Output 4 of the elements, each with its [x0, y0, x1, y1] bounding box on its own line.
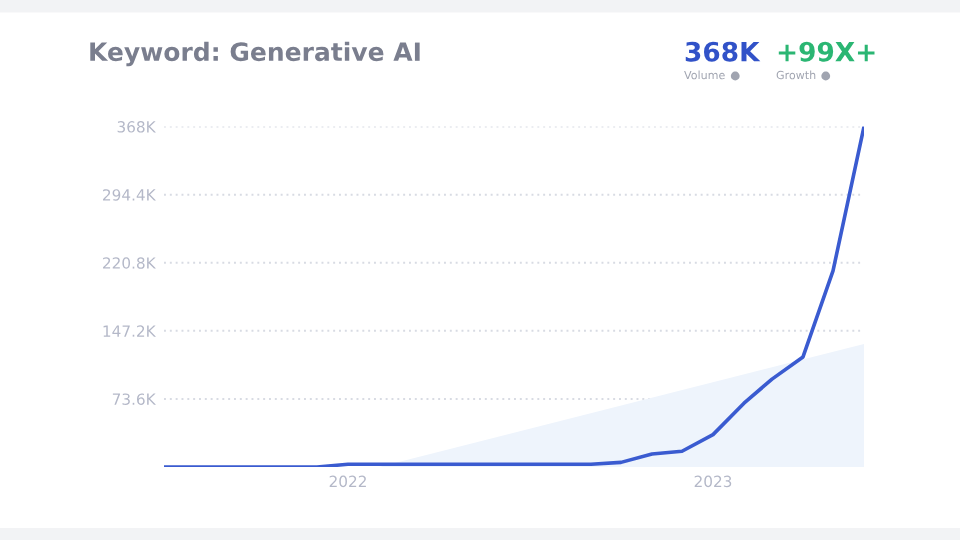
chart-title: Keyword: Generative AI [90, 41, 420, 67]
line-series [164, 126, 864, 467]
text: +99X+ [778, 41, 875, 62]
text: 368K [685, 41, 761, 62]
